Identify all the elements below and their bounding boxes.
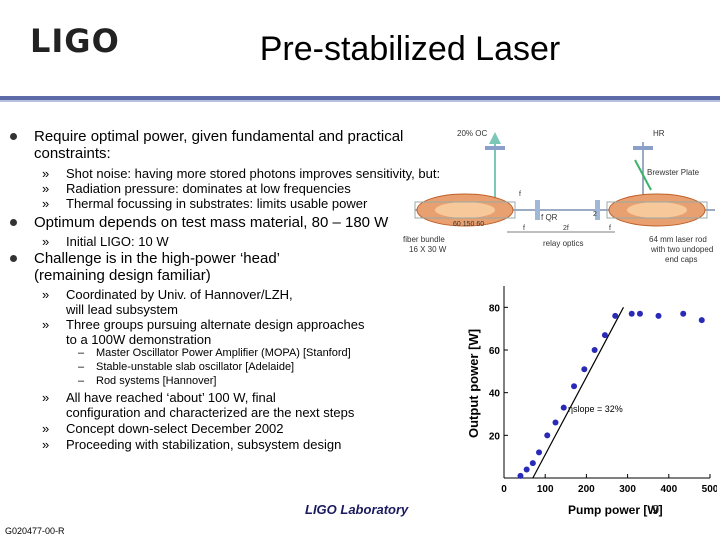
- relay-label: relay optics: [543, 239, 583, 248]
- chart-xlabel: Pump power [W]: [568, 503, 663, 517]
- output-arrow-icon: [489, 132, 501, 144]
- page-number: 9: [652, 502, 660, 517]
- brewster-plate: [634, 159, 652, 191]
- data-point: [612, 312, 619, 319]
- relay-lens-1: [535, 200, 540, 220]
- output-power-chart: 0 100 200 300 400 500 20 40 60 80 Output power [W…: [466, 286, 717, 517]
- document-id: G020477-00-R: [5, 526, 65, 536]
- data-point: [591, 347, 598, 353]
- lens-f-label: f: [519, 191, 521, 198]
- data-point: [560, 404, 567, 411]
- bullet-3-sub-1: » Coordinated by Univ. of Hannover/LZH, …: [42, 287, 293, 317]
- hr-mirror: [633, 146, 653, 150]
- slide-title: Pre-stabilized Laser: [259, 30, 561, 68]
- data-point: [698, 317, 705, 324]
- bullet-3-dash-1: – Master Oscillator Power Amplifier (MOPA…: [78, 347, 351, 359]
- title-rule-shadow: [0, 100, 720, 102]
- bullet-2-sub-1: » Initial LIGO: 10 W: [42, 234, 169, 249]
- y-tick-label: 60: [489, 346, 501, 357]
- data-point: [536, 449, 543, 456]
- bullet-dot: [10, 219, 17, 226]
- laser-rod-1-core: [435, 202, 495, 218]
- ligo-logo: LIGO: [30, 22, 120, 60]
- bullet-3-sub-2: » Three groups pursuing alternate design…: [42, 317, 365, 347]
- x-tick-label: 400: [660, 484, 677, 495]
- fiber-label-1: fiber bundle: [403, 235, 445, 244]
- x-tick-label: 0: [501, 484, 507, 495]
- rod-2-housing: [606, 201, 708, 219]
- y-tick-label: 40: [489, 389, 501, 400]
- fiber-label-2: 16 X 30 W: [409, 245, 447, 254]
- data-point: [655, 312, 662, 319]
- fit-line: [532, 307, 625, 479]
- data-point: [552, 419, 559, 426]
- data-point: [571, 383, 578, 390]
- laser-diagram: 20% OC HR Brewster Plate f QR 2 f 60 150…: [403, 129, 715, 264]
- bullet-3-sub-5: » Proceeding with stabilization, subsyste…: [42, 437, 342, 452]
- hr-label: HR: [653, 129, 665, 138]
- bullet-3-sub-4: » Concept down-select December 2002: [42, 421, 284, 436]
- data-point: [581, 366, 588, 373]
- relay-lens-2: [595, 200, 600, 220]
- x-tick-label: 200: [578, 484, 595, 495]
- chart-ylabel: Output power [W]: [466, 329, 481, 438]
- f3-label: f: [609, 225, 611, 232]
- data-point: [636, 310, 643, 317]
- data-point: [680, 310, 687, 317]
- data-point: [517, 472, 524, 479]
- output-coupler-mirror: [485, 146, 505, 150]
- bullet-1-line2: constraints:: [34, 145, 111, 162]
- rod-1-housing: [414, 201, 516, 219]
- f1-label: f: [523, 225, 525, 232]
- x-tick-label: 500: [702, 484, 717, 495]
- x-tick-label: 100: [537, 484, 554, 495]
- bullet-3-dash-3: – Rod systems [Hannover]: [78, 375, 217, 387]
- data-point: [523, 466, 530, 473]
- bullet-dot: [10, 133, 17, 140]
- bullet-3: Challenge is in the high-power ‘head’ (r…: [10, 250, 280, 284]
- bullet-3-dash-2: – Stable-unstable slab oscillator [Adelai…: [78, 361, 295, 373]
- data-point: [529, 460, 536, 467]
- oc-label: 20% OC: [457, 129, 487, 138]
- brewster-label: Brewster Plate: [647, 168, 700, 177]
- bullet-2: Optimum depends on test mass material, 8…: [10, 214, 388, 231]
- rod-label-1: 64 mm laser rod: [649, 235, 707, 244]
- rod-label-3: end caps: [665, 255, 697, 264]
- laser-rod-2-core: [627, 202, 687, 218]
- two-label: 2: [593, 211, 597, 218]
- bullet-1-sub-3: » Thermal focussing in substrates: limits…: [42, 196, 368, 211]
- bullet-1-sub-1: » Shot noise: having more stored photons …: [42, 166, 441, 181]
- bullet-1: Require optimal power, given fundamental…: [10, 128, 404, 162]
- x-tick-label: 300: [619, 484, 636, 495]
- data-point: [628, 310, 635, 317]
- dims-label: 60 150 60: [453, 221, 484, 228]
- y-tick-label: 80: [489, 303, 501, 314]
- footer-lab: LIGO Laboratory: [305, 502, 409, 517]
- qr-label: f QR: [541, 213, 558, 222]
- rod-label-2: with two undoped: [650, 245, 713, 254]
- data-point: [601, 332, 608, 339]
- chart-plot-area: 0 100 200 300 400 500 20 40 60 80: [489, 286, 717, 495]
- data-point: [544, 432, 551, 439]
- chart-annotation: ηslope = 32%: [568, 404, 623, 414]
- y-tick-label: 20: [489, 431, 501, 442]
- bullet-1-sub-2: » Radiation pressure: dominates at low fr…: [42, 181, 351, 196]
- f2-label: 2f: [563, 225, 569, 232]
- bullet-1-line1: Require optimal power, given fundamental…: [34, 128, 404, 145]
- bullet-dot: [10, 255, 17, 262]
- title-rule: [0, 96, 720, 100]
- bullet-3-sub-3: » All have reached ‘about’ 100 W, final …: [42, 390, 355, 420]
